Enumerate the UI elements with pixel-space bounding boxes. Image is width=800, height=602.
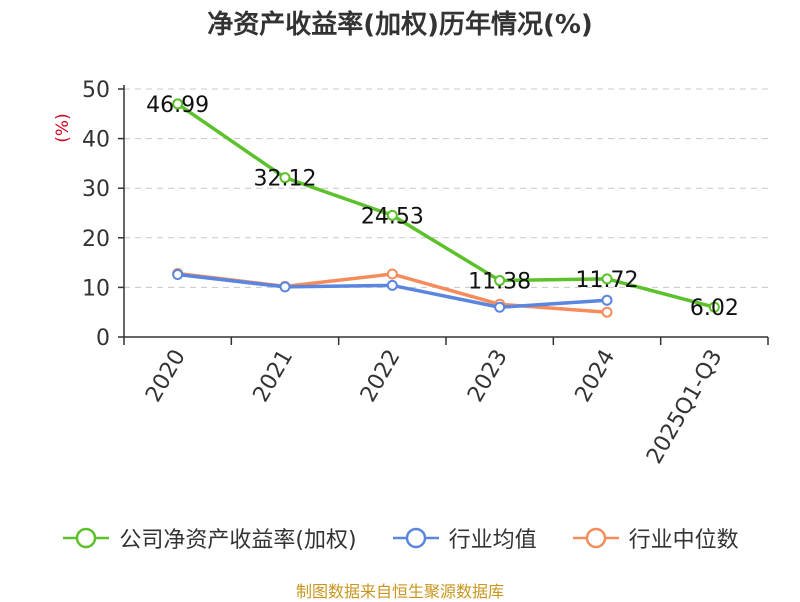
legend-label: 行业中位数 [628,528,739,553]
data-point [601,294,613,306]
y-tick-label: 40 [82,128,110,153]
data-label: 32.12 [254,167,317,192]
data-point [601,273,613,285]
data-point [386,209,398,221]
source-note: 制图数据来自恒生聚源数据库 [295,582,504,601]
y-tick-label: 30 [82,177,110,202]
legend-item[interactable]: 行业均值 [391,522,537,554]
data-label: 46.99 [146,93,209,118]
x-tick-label: 2024 [571,346,621,407]
x-tick-label: 2025Q1-Q3 [642,346,727,469]
legend-item[interactable]: 公司净资产收益率(加权) [61,522,357,554]
x-tick-label: 2022 [356,346,406,407]
data-point [386,268,398,280]
y-tick-label: 10 [82,276,110,301]
data-point [494,275,506,287]
data-point [601,306,613,318]
data-point [708,301,720,313]
legend-label: 公司净资产收益率(加权) [119,528,357,553]
y-tick-label: 20 [82,227,110,252]
legend-item[interactable]: 行业中位数 [571,522,739,554]
y-tick-label: 0 [96,326,110,351]
series-line-0 [176,102,715,309]
y-axis-label: (%) [53,113,73,142]
legend-marker-icon [572,527,619,549]
x-tick-label: 2021 [249,346,299,407]
x-tick-label: 2020 [141,346,191,407]
legend-marker-icon [63,527,110,549]
legend-label: 行业均值 [448,528,537,553]
data-point [172,269,184,281]
data-label: 11.72 [576,268,639,293]
chart-title: 净资产收益率(加权)历年情况(%) [207,10,593,40]
data-label: 11.38 [468,270,531,295]
data-label: 6.02 [690,296,739,321]
legend-marker-icon [392,527,439,549]
data-point [279,281,291,293]
y-tick-label: 50 [82,78,110,103]
data-point [386,279,398,291]
legend: 公司净资产收益率(加权) 行业均值 行业中位数 [0,518,800,558]
data-point [494,301,506,313]
data-label: 24.53 [361,204,424,229]
x-tick-label: 2023 [463,345,513,406]
data-point [279,172,291,184]
data-point [172,98,184,110]
